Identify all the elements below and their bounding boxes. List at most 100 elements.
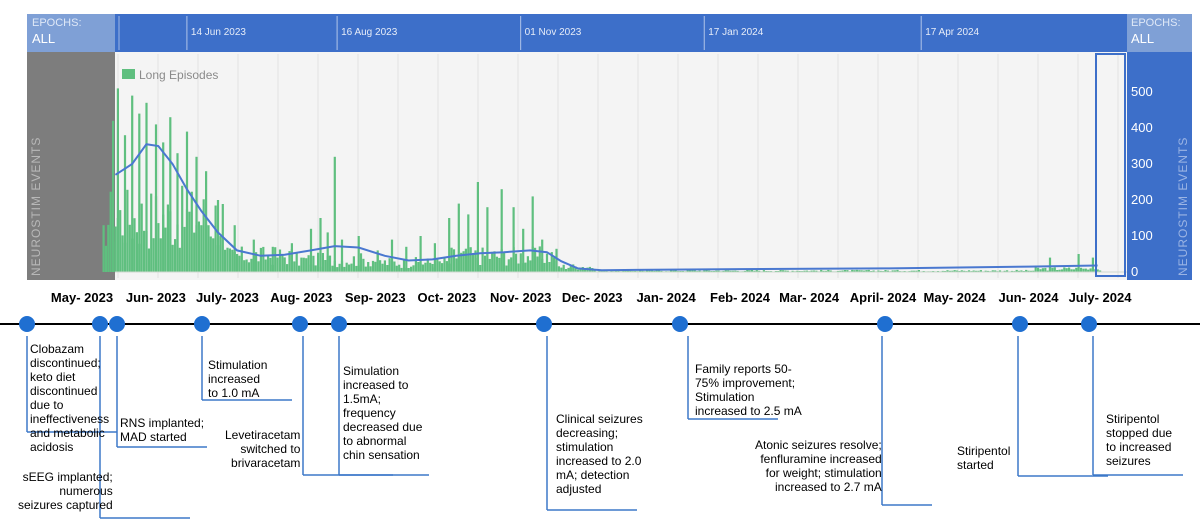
event-annotation-line: switched to <box>240 442 301 456</box>
bar <box>479 265 482 272</box>
event-annotation-line: stopped due <box>1106 426 1173 440</box>
bar <box>133 218 136 272</box>
bar <box>431 264 434 272</box>
bar <box>243 260 246 272</box>
bar <box>1063 267 1066 272</box>
timeline-dot[interactable] <box>877 316 893 332</box>
bar <box>305 258 308 272</box>
bar <box>147 248 150 272</box>
bar-peak <box>123 135 127 272</box>
bar <box>288 251 291 272</box>
event-annotation-line: Family reports 50- <box>695 362 792 376</box>
bar <box>550 252 553 272</box>
bar <box>884 270 887 272</box>
bar <box>1034 266 1037 272</box>
header-left-label-2: ALL <box>32 31 55 46</box>
bar <box>753 270 756 272</box>
timeline-dot[interactable] <box>19 316 35 332</box>
event-annotation-line: for weight; stimulation <box>765 466 882 480</box>
bar <box>851 269 854 272</box>
bar <box>629 270 632 272</box>
bar <box>650 270 653 272</box>
bar <box>688 270 692 272</box>
bar <box>429 262 432 272</box>
bar <box>495 256 498 272</box>
bar <box>331 265 334 272</box>
timeline-dot[interactable] <box>292 316 308 332</box>
month-label: Oct- 2023 <box>418 290 477 305</box>
bar <box>839 270 842 272</box>
bar <box>526 256 529 272</box>
bar <box>841 270 844 272</box>
bar <box>672 270 675 272</box>
bar <box>641 270 644 272</box>
bar <box>994 270 997 272</box>
bar <box>269 257 272 272</box>
header-date-tick: 01 Nov 2023 <box>525 27 582 38</box>
bar <box>948 270 951 272</box>
bar-peak <box>326 232 329 272</box>
event-annotation-line: and metabolic <box>30 426 105 440</box>
header-date-tick: 16 Aug 2023 <box>341 27 398 38</box>
bar <box>274 247 277 272</box>
bar <box>436 258 439 272</box>
bar <box>395 265 398 272</box>
bar <box>336 267 339 272</box>
header-date-ticks: 14 Jun 2023 16 Aug 2023 01 Nov 2023 17 Jan … <box>186 16 980 50</box>
bar-peak <box>433 243 436 272</box>
bar <box>555 248 558 272</box>
timeline-dot[interactable] <box>536 316 552 332</box>
timeline-dot[interactable] <box>672 316 688 332</box>
bar <box>829 270 832 272</box>
bar <box>1029 270 1033 272</box>
bar <box>464 248 467 272</box>
bar <box>894 270 897 272</box>
bar <box>109 191 112 272</box>
bar <box>238 255 241 272</box>
bar <box>1082 268 1085 272</box>
bar-peak <box>467 214 470 272</box>
bar <box>1025 269 1028 272</box>
timeline-dot[interactable] <box>1081 316 1097 332</box>
bar <box>302 257 305 272</box>
bar <box>381 263 384 272</box>
timeline-dot[interactable] <box>109 316 125 332</box>
timeline-dot[interactable] <box>194 316 210 332</box>
bar <box>1058 269 1061 272</box>
bar <box>979 270 982 272</box>
bar <box>505 265 508 272</box>
event-annotation-line: increased to 2.7 mA <box>775 480 882 494</box>
timeline-dot[interactable] <box>92 316 108 332</box>
bar <box>312 255 315 272</box>
bar <box>698 270 701 272</box>
bar <box>545 253 549 272</box>
bar <box>846 270 849 272</box>
bar <box>863 270 866 272</box>
header-bar <box>115 14 1127 52</box>
bar-peak <box>541 239 544 272</box>
bar <box>1072 269 1075 272</box>
bar <box>858 270 861 272</box>
event-annotation-line: Stimulation <box>695 390 755 404</box>
bar <box>1070 269 1073 272</box>
selection-window[interactable] <box>1095 53 1126 277</box>
bar <box>548 262 551 272</box>
bar-peak <box>448 218 451 272</box>
event-annotation: Stiripentol started <box>957 444 1010 472</box>
bar <box>915 270 918 272</box>
bar <box>178 247 181 272</box>
bar <box>543 262 546 272</box>
event-annotation: Atonic seizures resolve; fenfluramine inc… <box>755 438 882 494</box>
bar <box>646 270 649 272</box>
month-label: May- 2023 <box>51 290 113 305</box>
event-annotation: Simulation increased to 1.5mA; frequency dec… <box>343 364 422 462</box>
bar-peak <box>195 156 198 272</box>
timeline-dot[interactable] <box>1012 316 1028 332</box>
bar-peak <box>512 207 515 272</box>
bar <box>441 263 444 272</box>
bar <box>758 270 761 272</box>
event-annotation-line: RNS implanted; <box>120 416 205 430</box>
timeline-dot[interactable] <box>331 316 347 332</box>
bar <box>321 253 324 272</box>
